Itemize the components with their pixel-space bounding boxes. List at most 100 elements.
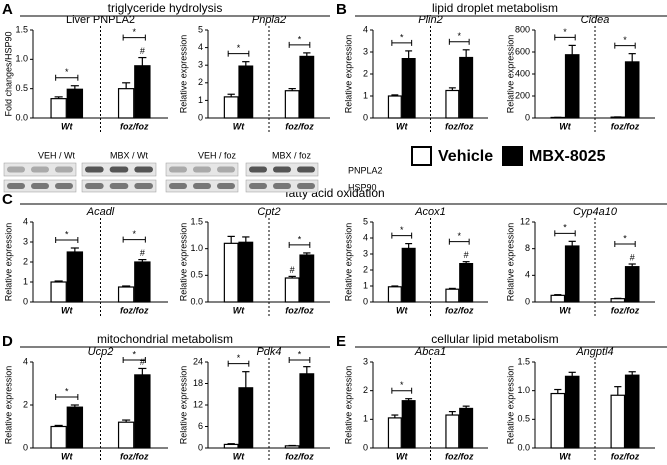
blot-band bbox=[217, 166, 235, 173]
x-tick-label: Wt bbox=[233, 121, 245, 131]
y-tick-label: 4 bbox=[198, 42, 203, 52]
bar bbox=[445, 288, 460, 303]
blot-band bbox=[55, 166, 73, 173]
bar bbox=[50, 98, 67, 119]
significance-star: * bbox=[298, 234, 302, 244]
y-tick-label: 0 bbox=[198, 442, 203, 452]
x-tick-label: foz/foz bbox=[285, 121, 314, 131]
y-axis-label: Relative expression bbox=[343, 223, 353, 302]
y-tick-label: 0.0 bbox=[190, 296, 203, 306]
bar bbox=[284, 90, 300, 119]
y-tick-label: 8 bbox=[525, 243, 530, 253]
y-tick-label: 2 bbox=[23, 399, 28, 409]
x-tick-label: Wt bbox=[233, 451, 245, 461]
bar bbox=[445, 414, 460, 449]
significance-star: * bbox=[298, 34, 302, 44]
hash-mark: # bbox=[630, 252, 635, 262]
bar bbox=[401, 400, 416, 449]
blot-lane-label: VEH / foz bbox=[198, 150, 237, 160]
y-tick-label: 0 bbox=[198, 112, 203, 122]
y-tick-label: 2 bbox=[363, 385, 368, 395]
y-tick-label: 0 bbox=[23, 296, 28, 306]
bar bbox=[624, 374, 640, 449]
bar bbox=[134, 65, 151, 119]
section-letter: B bbox=[336, 1, 347, 18]
y-tick-label: 24 bbox=[193, 356, 203, 366]
significance-star: * bbox=[563, 223, 567, 233]
y-tick-label: 4 bbox=[23, 216, 28, 226]
chart-title: Abca1 bbox=[414, 346, 446, 358]
significance-star: * bbox=[65, 229, 69, 239]
y-tick-label: 1.0 bbox=[190, 243, 203, 253]
bar bbox=[134, 374, 151, 449]
blot-lane-label: VEH / Wt bbox=[38, 150, 76, 160]
x-tick-label: Wt bbox=[396, 451, 408, 461]
section-letter: D bbox=[2, 333, 13, 350]
blot-band bbox=[7, 166, 25, 173]
y-axis-label: Relative expression bbox=[178, 223, 188, 302]
y-tick-label: 5 bbox=[363, 216, 368, 226]
y-tick-label: 200 bbox=[515, 90, 530, 100]
blot-band bbox=[249, 166, 267, 173]
bar bbox=[610, 394, 626, 449]
bar bbox=[564, 54, 580, 119]
blot-band bbox=[169, 166, 187, 173]
bar bbox=[401, 247, 416, 303]
bar bbox=[459, 407, 474, 449]
y-tick-label: 400 bbox=[515, 68, 530, 78]
blot-band bbox=[31, 183, 49, 189]
y-tick-label: 0 bbox=[363, 442, 368, 452]
y-tick-label: 4 bbox=[525, 270, 530, 280]
y-tick-label: 18 bbox=[193, 378, 203, 388]
blot-band bbox=[55, 183, 73, 189]
bar bbox=[66, 251, 84, 303]
bar bbox=[299, 55, 315, 119]
y-axis-label: Relative expression bbox=[178, 35, 188, 114]
x-tick-label: Wt bbox=[559, 121, 571, 131]
y-tick-label: 2 bbox=[198, 77, 203, 87]
y-tick-label: 12 bbox=[520, 216, 530, 226]
blot-band bbox=[249, 183, 267, 189]
y-axis-label: Relative expression bbox=[343, 366, 353, 445]
bar bbox=[50, 425, 67, 449]
bar bbox=[299, 254, 315, 303]
bar bbox=[387, 95, 402, 119]
significance-star: * bbox=[400, 380, 404, 390]
y-tick-label: 0.5 bbox=[517, 414, 530, 424]
section-title: triglyceride hydrolysis bbox=[108, 1, 223, 15]
x-tick-label: Wt bbox=[559, 305, 571, 315]
blot-band bbox=[85, 183, 104, 189]
y-tick-label: 3 bbox=[363, 248, 368, 258]
x-tick-label: foz/foz bbox=[611, 121, 640, 131]
hash-mark: # bbox=[140, 46, 145, 56]
blot-lane-label: MBX / Wt bbox=[110, 150, 148, 160]
y-tick-label: 2 bbox=[363, 264, 368, 274]
bar bbox=[387, 286, 402, 303]
blot-band bbox=[31, 166, 49, 173]
bar bbox=[610, 298, 626, 303]
y-axis-label: Relative expression bbox=[3, 223, 13, 302]
y-tick-label: 0.0 bbox=[15, 112, 28, 122]
chart-title: Plin2 bbox=[418, 14, 442, 26]
section-title: lipid droplet metabolism bbox=[432, 1, 558, 15]
section-title: cellular lipid metabolism bbox=[431, 332, 558, 346]
x-tick-label: Wt bbox=[396, 305, 408, 315]
y-tick-label: 0.5 bbox=[15, 83, 28, 93]
x-tick-label: Wt bbox=[61, 451, 73, 461]
bar bbox=[223, 242, 239, 303]
y-tick-label: 1 bbox=[23, 276, 28, 286]
chart-title: Angptl4 bbox=[575, 346, 613, 358]
y-axis-label: Fold changes/HSP90 bbox=[3, 31, 13, 116]
bar bbox=[624, 61, 640, 119]
legend-label: MBX-8025 bbox=[529, 148, 606, 165]
y-tick-label: 0.0 bbox=[517, 442, 530, 452]
y-tick-label: 1 bbox=[363, 414, 368, 424]
y-tick-label: 3 bbox=[23, 236, 28, 246]
section-letter: E bbox=[336, 333, 346, 350]
x-tick-label: foz/foz bbox=[611, 305, 640, 315]
y-axis-label: Relative expression bbox=[505, 223, 515, 302]
blot-band bbox=[297, 166, 315, 173]
y-tick-label: 3 bbox=[363, 356, 368, 366]
significance-star: * bbox=[457, 31, 461, 41]
